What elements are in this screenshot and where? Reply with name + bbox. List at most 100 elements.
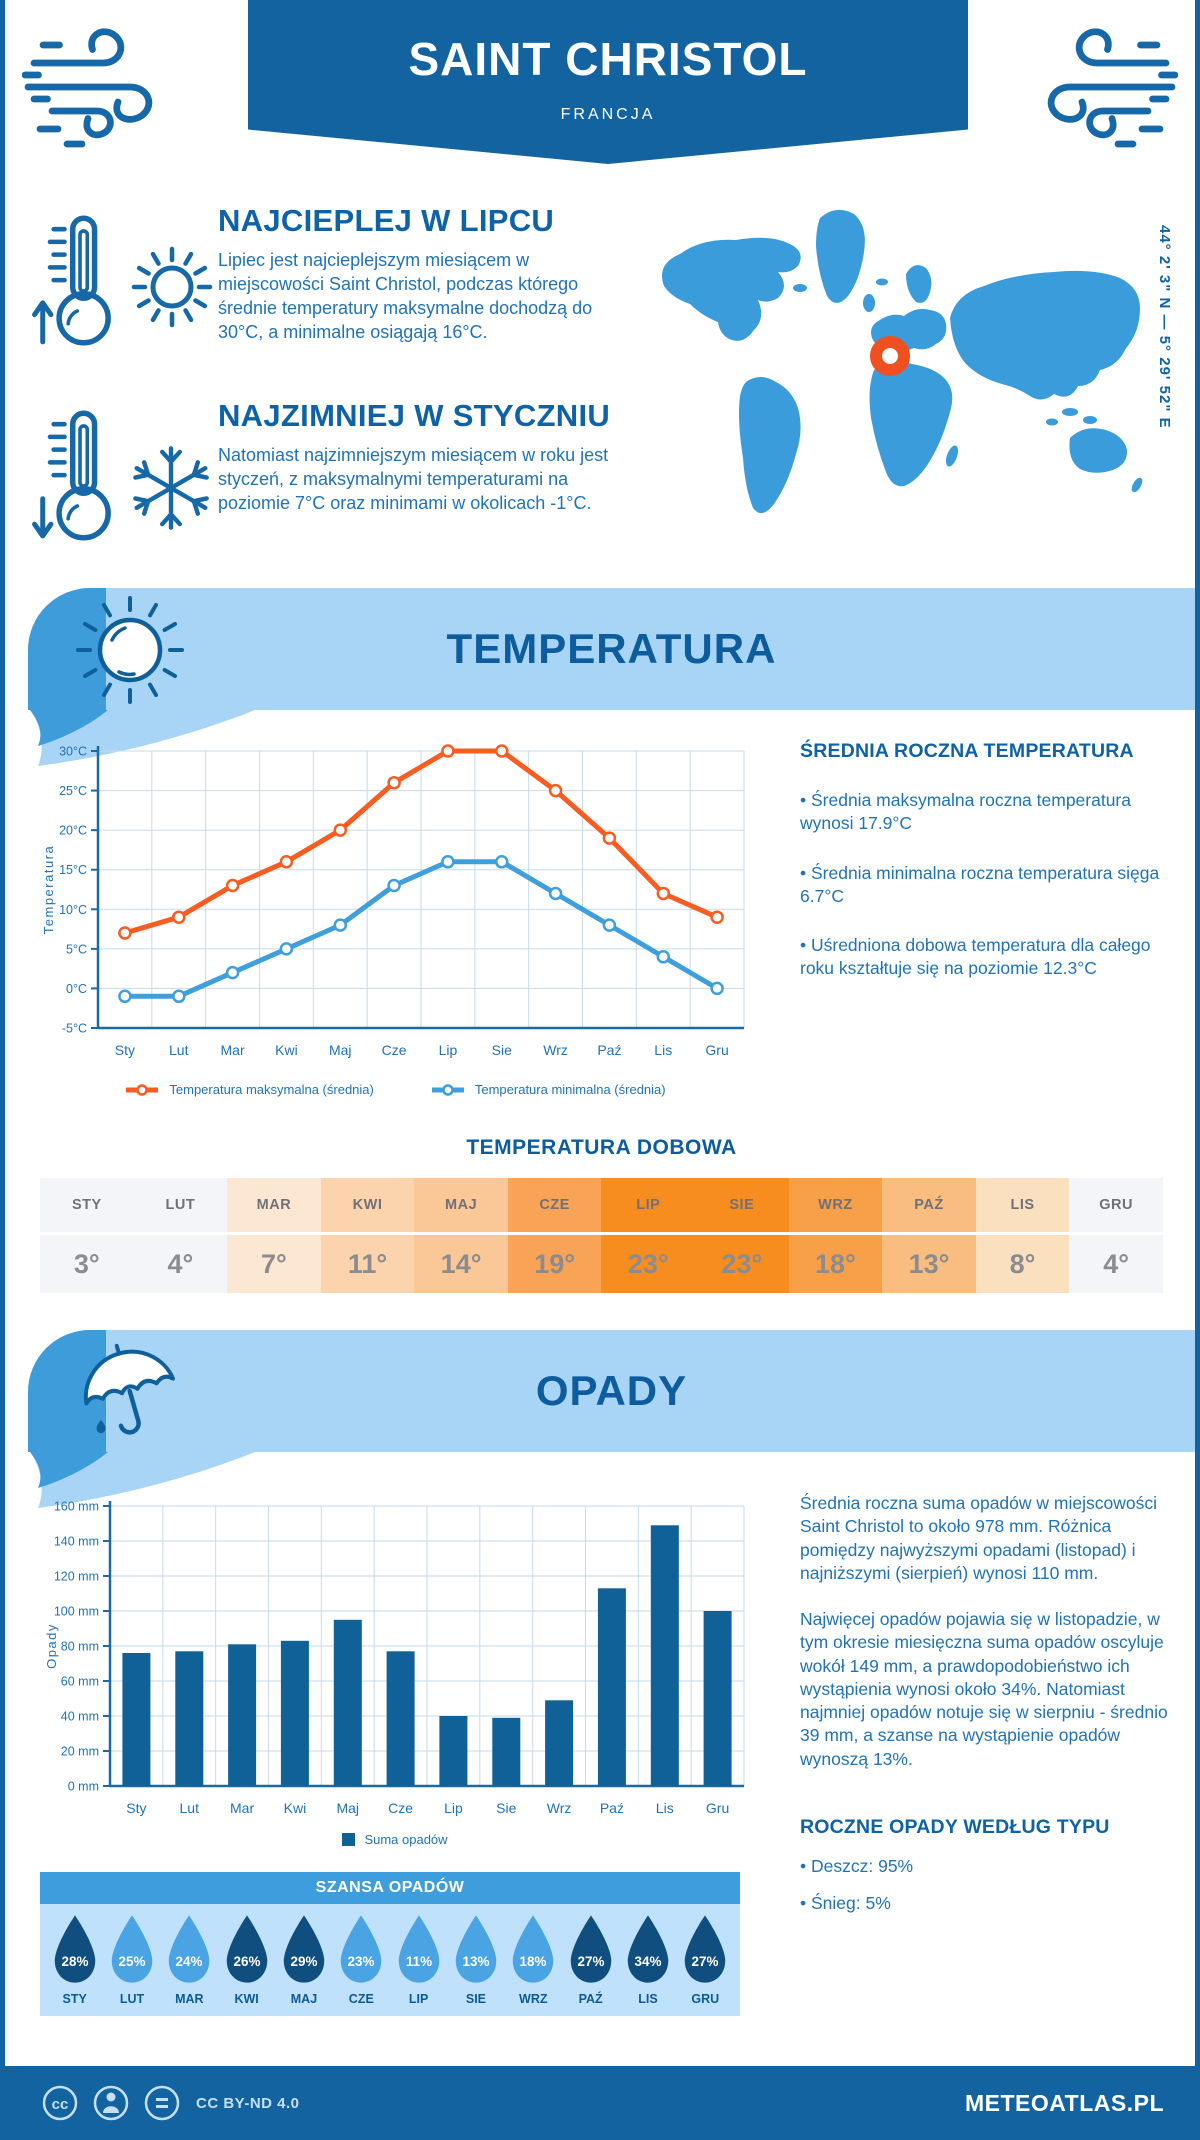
daily-temp-value: 11° <box>347 1249 388 1279</box>
header-banner: SAINT CHRISTOL FRANCJA <box>248 0 968 164</box>
legend-sum-label: Suma opadów <box>364 1832 448 1847</box>
raindrop-icon: 25% <box>111 1915 153 1983</box>
legend-min-marker <box>431 1083 464 1096</box>
daily-temperature-title: TEMPERATURA DOBOWA <box>466 1136 737 1159</box>
footer: cc CC BY-ND 4.0 METEOATLAS.PL <box>0 2066 1200 2140</box>
temperature-line-chart: -5°C 0°C 5°C 10°C 15°C 20°C 25°C 30°C Sty Lut Mar K… <box>41 744 745 1058</box>
svg-text:Maj: Maj <box>329 1042 352 1058</box>
warmest-text: Lipiec jest najcieplejszym miesiącem w m… <box>218 250 593 343</box>
svg-text:60 mm: 60 mm <box>61 1675 99 1689</box>
temperature-banner: TEMPERATURA <box>28 588 1195 766</box>
daily-temp-value: 18° <box>814 1249 856 1279</box>
page-title: SAINT CHRISTOL <box>408 33 808 85</box>
daily-month-label: LUT <box>133 1178 228 1235</box>
svg-text:Lip: Lip <box>439 1042 458 1058</box>
svg-text:34%: 34% <box>634 1954 661 1969</box>
drop-cell-CZE: 23% CZE <box>333 1912 390 2006</box>
raindrop-icon: 24% <box>169 1915 210 1983</box>
daily-temperature-table: STY 3° LUT 4° MAR 7° KWI 11° MAJ 14° CZE 19° LIP 23° S… <box>40 1178 1163 1293</box>
type-snow: • Śnieg: 5% <box>800 1893 891 1914</box>
daily-temp-value: 19° <box>534 1249 576 1279</box>
svg-text:Lis: Lis <box>656 1800 674 1816</box>
daily-temp-value: 23° <box>627 1249 669 1279</box>
drop-cell-LUT: 25% LUT <box>103 1912 160 2006</box>
svg-text:Mar: Mar <box>230 1800 254 1816</box>
daily-temp-value: 14° <box>440 1249 482 1279</box>
precipitation-paragraph-2: Najwięcej opadów pojawia się w listopadz… <box>800 1609 1168 1769</box>
daily-col-CZE: CZE 19° <box>507 1178 602 1293</box>
raindrop-icon: 11% <box>398 1915 439 1983</box>
drop-month-label: STY <box>62 1992 87 2006</box>
bar-Mar <box>228 1644 257 1787</box>
svg-text:Maj: Maj <box>336 1800 359 1816</box>
svg-text:23%: 23% <box>348 1954 375 1969</box>
svg-text:Sie: Sie <box>492 1042 512 1058</box>
drop-cell-MAR: 24% MAR <box>161 1912 218 2006</box>
bar-Gru <box>703 1611 732 1786</box>
svg-text:20°C: 20°C <box>59 824 87 838</box>
bar-Cze <box>386 1651 415 1787</box>
svg-text:18%: 18% <box>520 1954 547 1969</box>
daily-temp-value: 4° <box>167 1249 194 1279</box>
drop-cell-SIE: 13% SIE <box>447 1912 504 2006</box>
raindrop-icon: 29% <box>283 1915 325 1983</box>
daily-temp-value: 7° <box>261 1249 287 1279</box>
legend-item-min: Temperatura minimalna (średnia) <box>430 1082 666 1097</box>
bar-Wrz <box>545 1700 574 1787</box>
svg-text:Lut: Lut <box>180 1800 200 1816</box>
precipitation-bar-chart: 0 mm 20 mm 40 mm 60 mm 80 mm 100 mm 120 mm 140 … <box>44 1500 745 1816</box>
left-border <box>0 0 5 2140</box>
cc-icon: cc <box>42 2085 78 2121</box>
bar-Lis <box>650 1525 679 1787</box>
svg-text:Mar: Mar <box>221 1042 245 1058</box>
bar-Lut <box>175 1651 204 1787</box>
daily-month-label: SIE <box>695 1178 789 1235</box>
raindrop-icon: 23% <box>341 1915 382 1983</box>
svg-text:Lut: Lut <box>169 1042 189 1058</box>
svg-text:Sty: Sty <box>126 1800 146 1816</box>
raindrop-icon: 28% <box>54 1915 95 1983</box>
daily-temp-value: 23° <box>721 1249 763 1279</box>
daily-month-label: MAR <box>227 1178 321 1235</box>
wind-icon <box>1047 28 1178 148</box>
legend-max-marker <box>126 1083 159 1096</box>
svg-text:Lis: Lis <box>654 1042 672 1058</box>
drop-cell-STY: 28% STY <box>46 1912 103 2006</box>
sun-banner-icon <box>76 596 184 704</box>
daily-month-label: STY <box>40 1178 134 1235</box>
daily-temp-value: 13° <box>908 1249 950 1279</box>
umbrella-icon <box>83 1343 175 1435</box>
drop-month-label: SIE <box>465 1992 487 2006</box>
drop-month-label: KWI <box>234 1992 259 2006</box>
daily-col-KWI: KWI 11° <box>320 1178 415 1293</box>
svg-text:Paź: Paź <box>597 1042 621 1058</box>
svg-text:30°C: 30°C <box>59 745 87 759</box>
rain-chance-title: SZANSA OPADÓW <box>40 1872 740 1904</box>
svg-text:0 mm: 0 mm <box>68 1780 99 1794</box>
daily-temp-value: 4° <box>1103 1249 1130 1279</box>
svg-text:Opady: Opady <box>44 1623 59 1669</box>
drop-month-label: LIS <box>638 1992 658 2006</box>
drop-cell-LIP: 11% LIP <box>390 1912 447 2006</box>
right-border <box>1195 0 1200 2140</box>
daily-month-label: MAJ <box>414 1178 508 1235</box>
coordinates-label: 44° 2' 3" N — 5° 29' 52" E <box>1156 225 1173 429</box>
precipitation-legend: Suma opadów <box>40 1832 750 1847</box>
drop-cell-WRZ: 18% WRZ <box>505 1912 562 2006</box>
svg-text:100 mm: 100 mm <box>54 1605 99 1619</box>
daily-temp-value: 3° <box>73 1249 100 1279</box>
drop-cell-LIS: 34% LIS <box>619 1912 676 2006</box>
coldest-heading: NAJZIMNIEJ W STYCZNIU <box>218 398 611 433</box>
daily-col-GRU: GRU 4° <box>1069 1178 1163 1293</box>
daily-col-PAŹ: PAŹ 13° <box>882 1178 976 1293</box>
type-rain: • Deszcz: 95% <box>800 1855 914 1876</box>
svg-text:Temperatura: Temperatura <box>41 845 56 934</box>
location-marker <box>870 336 910 376</box>
temperature-stats-title: ŚREDNIA ROCZNA TEMPERATURA <box>800 740 1134 762</box>
svg-text:40 mm: 40 mm <box>61 1710 99 1724</box>
svg-text:13%: 13% <box>463 1954 490 1969</box>
raindrop-icon: 27% <box>685 1915 726 1983</box>
svg-text:160 mm: 160 mm <box>54 1500 99 1514</box>
svg-text:28%: 28% <box>61 1954 88 1969</box>
